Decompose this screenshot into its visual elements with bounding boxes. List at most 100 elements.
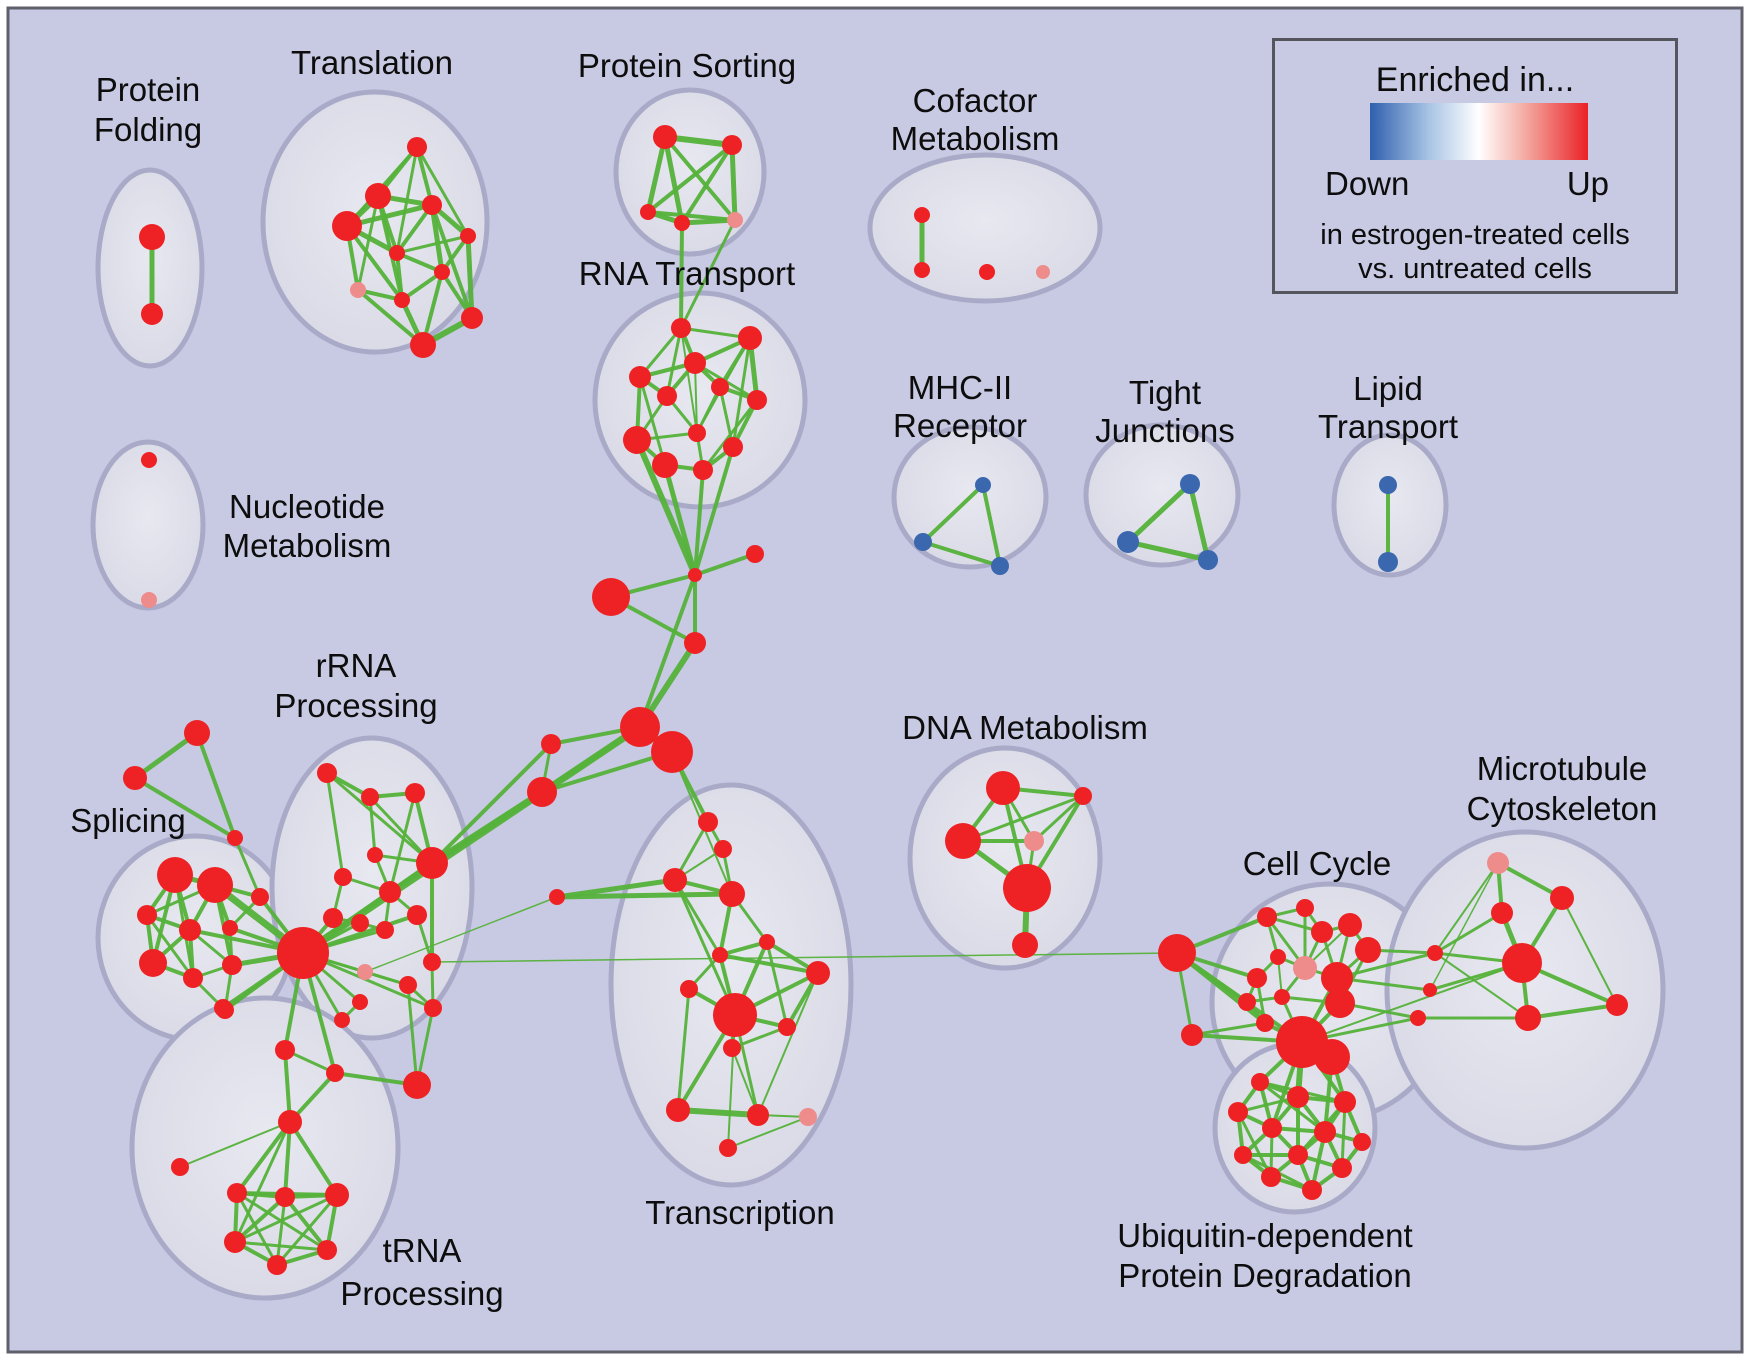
node-v10[interactable] xyxy=(1261,1167,1281,1187)
node-v11[interactable] xyxy=(1302,1180,1322,1200)
node-r2[interactable] xyxy=(684,352,706,374)
node-d3[interactable] xyxy=(1024,831,1044,851)
node-c12[interactable] xyxy=(1256,1014,1274,1032)
node-q0[interactable] xyxy=(549,889,565,905)
node-p2[interactable] xyxy=(640,204,656,220)
node-h1[interactable] xyxy=(275,1187,295,1207)
node-s4[interactable] xyxy=(222,920,238,936)
node-cf1[interactable] xyxy=(914,262,930,278)
node-h3[interactable] xyxy=(224,1231,246,1253)
node-r0[interactable] xyxy=(671,318,691,338)
node-v8[interactable] xyxy=(1288,1145,1308,1165)
node-m3[interactable] xyxy=(719,881,745,907)
node-c3[interactable] xyxy=(1338,913,1362,937)
node-nm1[interactable] xyxy=(141,592,157,608)
node-cf0[interactable] xyxy=(914,207,930,223)
node-m10[interactable] xyxy=(723,1039,741,1057)
node-j1[interactable] xyxy=(746,545,764,563)
node-v4[interactable] xyxy=(1262,1118,1282,1138)
node-r10[interactable] xyxy=(652,452,678,478)
node-pf0[interactable] xyxy=(139,224,165,250)
node-c0[interactable] xyxy=(1257,907,1277,927)
node-x15[interactable] xyxy=(424,999,442,1017)
node-c9[interactable] xyxy=(1238,993,1256,1011)
node-s3[interactable] xyxy=(179,919,201,941)
node-x13[interactable] xyxy=(352,994,368,1010)
node-h2[interactable] xyxy=(325,1183,349,1207)
node-d5[interactable] xyxy=(1012,932,1038,958)
node-x1[interactable] xyxy=(317,763,337,783)
node-x7[interactable] xyxy=(407,905,427,925)
node-c4[interactable] xyxy=(1355,937,1381,963)
node-x0[interactable] xyxy=(416,847,448,879)
node-p4[interactable] xyxy=(727,212,743,228)
node-k0[interactable] xyxy=(541,734,561,754)
node-mh2[interactable] xyxy=(991,557,1009,575)
node-u2[interactable] xyxy=(1491,902,1513,924)
node-j2[interactable] xyxy=(592,578,630,616)
node-x14[interactable] xyxy=(423,953,441,971)
node-v9[interactable] xyxy=(1332,1158,1352,1178)
node-X[interactable] xyxy=(277,927,329,979)
node-s1[interactable] xyxy=(197,867,233,903)
node-y1[interactable] xyxy=(326,1064,344,1082)
node-t5[interactable] xyxy=(389,245,405,261)
node-t6[interactable] xyxy=(434,264,450,280)
node-x17[interactable] xyxy=(214,999,232,1017)
node-mh0[interactable] xyxy=(975,477,991,493)
node-j0[interactable] xyxy=(688,568,702,582)
node-d1[interactable] xyxy=(1074,787,1092,805)
node-c2[interactable] xyxy=(1311,921,1333,943)
node-r7[interactable] xyxy=(623,426,651,454)
node-c14[interactable] xyxy=(1314,1039,1350,1075)
node-d0[interactable] xyxy=(986,771,1020,805)
node-u3[interactable] xyxy=(1502,943,1542,983)
node-v0[interactable] xyxy=(1251,1073,1269,1091)
node-tj1[interactable] xyxy=(1117,531,1139,553)
node-x8[interactable] xyxy=(323,908,343,928)
node-t10[interactable] xyxy=(410,332,436,358)
node-mh1[interactable] xyxy=(914,533,932,551)
node-m11[interactable] xyxy=(666,1098,690,1122)
node-h4[interactable] xyxy=(317,1240,337,1260)
node-m5[interactable] xyxy=(712,947,728,963)
node-v3[interactable] xyxy=(1228,1102,1248,1122)
node-cf3[interactable] xyxy=(1036,265,1050,279)
node-c11[interactable] xyxy=(1325,988,1355,1018)
node-g1[interactable] xyxy=(651,731,693,773)
node-m0[interactable] xyxy=(698,812,718,832)
node-st2[interactable] xyxy=(227,830,243,846)
node-c5[interactable] xyxy=(1270,949,1286,965)
node-m6[interactable] xyxy=(806,961,830,985)
node-m1[interactable] xyxy=(714,840,732,858)
node-v6[interactable] xyxy=(1353,1133,1371,1151)
node-u0[interactable] xyxy=(1487,852,1509,874)
node-y2[interactable] xyxy=(403,1071,431,1099)
node-t1[interactable] xyxy=(365,183,391,209)
node-mtc0[interactable] xyxy=(1427,945,1443,961)
node-x4[interactable] xyxy=(367,847,383,863)
node-pf1[interactable] xyxy=(141,303,163,325)
node-t3[interactable] xyxy=(332,211,362,241)
node-h0[interactable] xyxy=(227,1183,247,1203)
node-st1[interactable] xyxy=(123,766,147,790)
node-x5[interactable] xyxy=(334,868,352,886)
node-y4[interactable] xyxy=(171,1158,189,1176)
node-s9[interactable] xyxy=(251,888,269,906)
node-v1[interactable] xyxy=(1287,1086,1309,1108)
node-r5[interactable] xyxy=(657,386,677,406)
node-x9[interactable] xyxy=(351,914,369,932)
node-s2[interactable] xyxy=(137,905,157,925)
node-c8[interactable] xyxy=(1247,968,1267,988)
node-t7[interactable] xyxy=(350,282,366,298)
node-t8[interactable] xyxy=(394,292,410,308)
node-tj2[interactable] xyxy=(1198,550,1218,570)
node-st0[interactable] xyxy=(184,720,210,746)
node-p3[interactable] xyxy=(674,215,690,231)
node-cchub[interactable] xyxy=(1158,934,1196,972)
node-mtc2[interactable] xyxy=(1410,1010,1426,1026)
node-cf2[interactable] xyxy=(979,264,995,280)
node-lt0[interactable] xyxy=(1379,476,1397,494)
node-s5[interactable] xyxy=(139,949,167,977)
node-x3[interactable] xyxy=(405,783,425,803)
